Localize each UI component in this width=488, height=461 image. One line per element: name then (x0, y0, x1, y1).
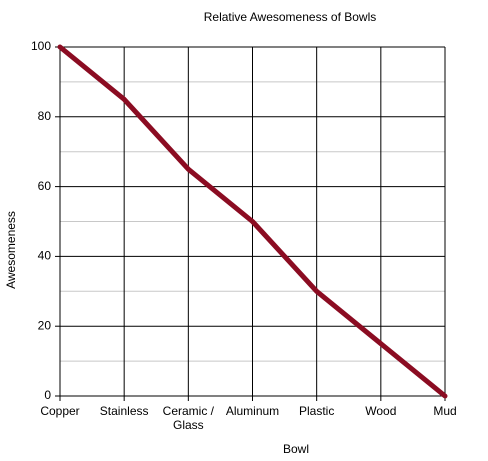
x-tick-label: Plastic (298, 404, 335, 418)
x-tick-label: Wood (365, 404, 397, 418)
x-tick-label-box: Plastic (298, 404, 335, 418)
x-tick-label-box: Copper (40, 404, 80, 418)
chart-title: Relative Awesomeness of Bowls (204, 10, 377, 24)
y-tick-label: 40 (38, 249, 52, 263)
x-tick-label-box: Mud (433, 404, 457, 418)
y-tick-label: 60 (38, 179, 52, 193)
x-tick-label: Aluminum (225, 404, 280, 418)
y-tick-label: 0 (44, 388, 51, 402)
x-axis-label: Bowl (283, 442, 309, 456)
x-tick-label: Ceramic / Glass (162, 404, 214, 432)
x-tick-label: Stainless (99, 404, 149, 418)
x-tick-label-box: Aluminum (225, 404, 280, 418)
x-tick-label: Mud (433, 404, 457, 418)
x-tick-label-box: Stainless (99, 404, 149, 418)
y-axis-label: Awesomeness (4, 211, 18, 289)
data-line (57, 44, 448, 399)
x-tick-label-box: Ceramic / Glass (162, 404, 214, 432)
x-tick-label: Copper (40, 404, 80, 418)
x-tick-label-box: Wood (365, 404, 397, 418)
y-tick-label: 80 (38, 109, 52, 123)
y-tick-label: 100 (31, 39, 51, 53)
y-tick-label: 20 (38, 318, 52, 332)
